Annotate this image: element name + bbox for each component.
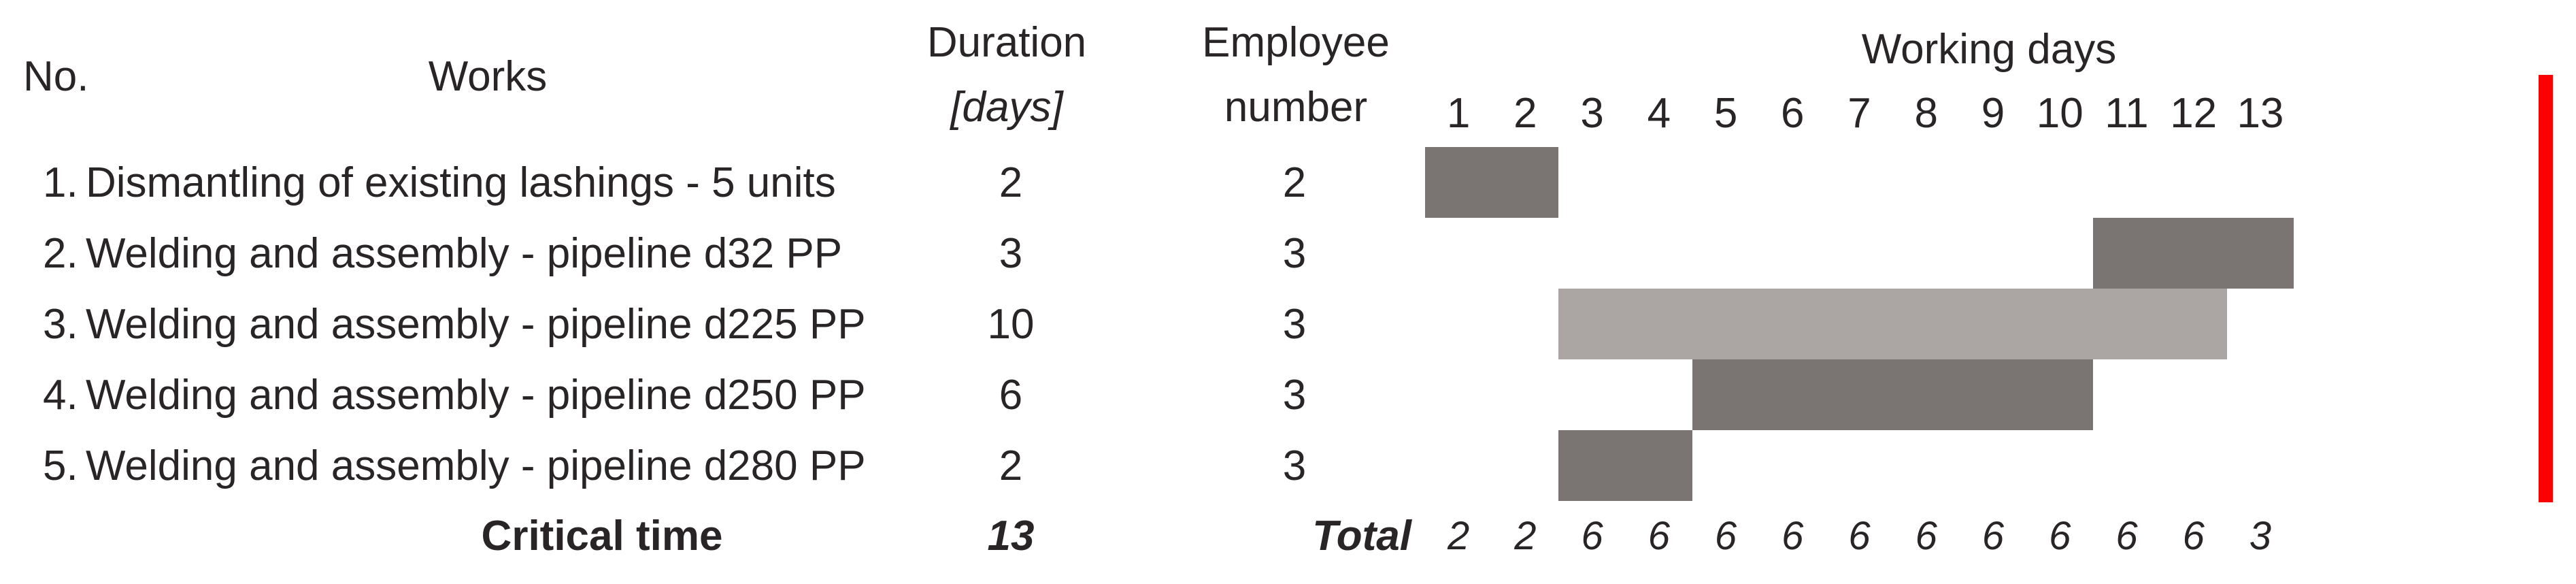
daily-total: 6 bbox=[1581, 513, 1603, 558]
day-label: 7 bbox=[1847, 89, 1871, 137]
row-number: 3. bbox=[43, 300, 78, 348]
table-row: 2. Welding and assembly - pipeline d32 P… bbox=[0, 218, 1425, 289]
col-header-duration: Duration bbox=[926, 18, 1087, 66]
gantt-bar bbox=[1558, 289, 2227, 359]
work-label: Welding and assembly - pipeline d280 PP bbox=[86, 442, 866, 489]
day-label: 4 bbox=[1647, 89, 1671, 137]
daily-total: 2 bbox=[1447, 513, 1470, 558]
daily-totals-row: 2 2 6 6 6 6 6 6 6 6 6 6 3 bbox=[1425, 500, 2294, 571]
daily-total: 3 bbox=[2249, 513, 2272, 558]
critical-line bbox=[2539, 75, 2553, 502]
col-header-employee: Employee bbox=[1202, 18, 1390, 66]
duration-value: 2 bbox=[999, 442, 1023, 489]
day-label: 12 bbox=[2170, 89, 2218, 137]
row-number: 1. bbox=[43, 159, 78, 206]
col-header-duration-unit: [days] bbox=[950, 83, 1063, 131]
employee-value: 2 bbox=[1282, 159, 1307, 206]
daily-total: 6 bbox=[1981, 513, 2005, 558]
gantt-bar bbox=[1692, 359, 2094, 430]
gantt-bar bbox=[1558, 430, 1692, 501]
duration-value: 2 bbox=[999, 159, 1023, 206]
day-label: 3 bbox=[1580, 89, 1604, 137]
row-number: 4. bbox=[43, 371, 78, 419]
day-label: 11 bbox=[2105, 89, 2149, 137]
critical-time-value: 13 bbox=[987, 512, 1035, 559]
day-label: 8 bbox=[1914, 89, 1938, 137]
table-row: 3. Welding and assembly - pipeline d225 … bbox=[0, 289, 1425, 359]
total-label: Total bbox=[1312, 512, 1411, 559]
day-label: 1 bbox=[1446, 89, 1471, 137]
day-label: 5 bbox=[1713, 89, 1738, 137]
table-row: 1. Dismantling of existing lashings - 5 … bbox=[0, 147, 1425, 218]
work-label: Dismantling of existing lashings - 5 uni… bbox=[86, 159, 836, 206]
gantt-bar bbox=[2093, 218, 2294, 289]
daily-total: 6 bbox=[1782, 513, 1804, 558]
work-label: Welding and assembly - pipeline d250 PP bbox=[86, 371, 866, 419]
critical-time-label: Critical time bbox=[481, 512, 723, 559]
work-label: Welding and assembly - pipeline d32 PP bbox=[86, 229, 843, 277]
day-label: 9 bbox=[1981, 89, 2005, 137]
gantt-bars-area bbox=[1425, 147, 2294, 501]
daily-total: 6 bbox=[2049, 513, 2071, 558]
duration-value: 3 bbox=[999, 229, 1023, 277]
table-row: 4. Welding and assembly - pipeline d250 … bbox=[0, 359, 1425, 430]
day-label: 13 bbox=[2237, 89, 2284, 137]
employee-value: 3 bbox=[1282, 300, 1307, 348]
gantt-bar bbox=[1425, 147, 1559, 218]
daily-total: 6 bbox=[2182, 513, 2205, 558]
col-header-no: No. bbox=[23, 52, 89, 100]
duration-value: 6 bbox=[999, 371, 1023, 419]
day-label: 6 bbox=[1781, 89, 1805, 137]
day-label: 10 bbox=[2036, 89, 2084, 137]
col-header-works: Works bbox=[428, 52, 548, 100]
employee-value: 3 bbox=[1282, 442, 1307, 489]
day-label: 2 bbox=[1513, 89, 1537, 137]
duration-value: 10 bbox=[987, 300, 1035, 348]
day-axis: 1 2 3 4 5 6 7 8 9 10 11 12 13 bbox=[1425, 78, 2294, 148]
row-number: 5. bbox=[43, 442, 78, 489]
daily-total: 2 bbox=[1514, 513, 1537, 558]
work-label: Welding and assembly - pipeline d225 PP bbox=[86, 300, 866, 348]
employee-value: 3 bbox=[1282, 371, 1307, 419]
daily-total: 6 bbox=[2115, 513, 2138, 558]
working-days-title: Working days bbox=[1861, 25, 2117, 73]
daily-total: 6 bbox=[1848, 513, 1871, 558]
daily-total: 6 bbox=[1647, 513, 1670, 558]
employee-value: 3 bbox=[1282, 229, 1307, 277]
table-row: 5. Welding and assembly - pipeline d280 … bbox=[0, 430, 1425, 501]
col-header-employee-number: number bbox=[1224, 83, 1368, 131]
daily-total: 6 bbox=[1915, 513, 1937, 558]
daily-total: 6 bbox=[1714, 513, 1737, 558]
row-number: 2. bbox=[43, 229, 78, 277]
